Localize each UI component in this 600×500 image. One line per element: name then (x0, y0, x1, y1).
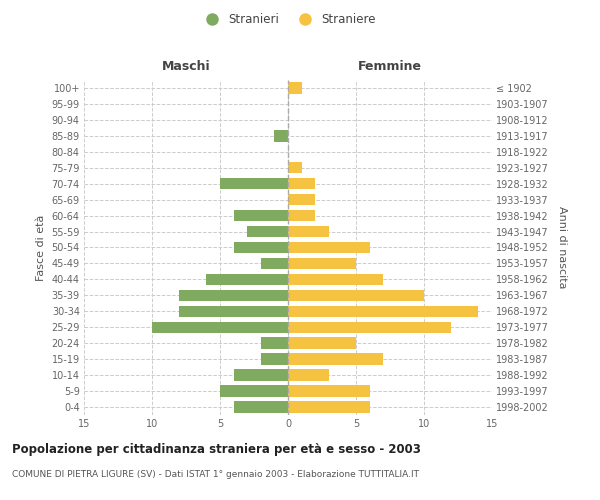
Bar (288, 354, 383, 365)
Text: Popolazione per cittadinanza straniera per età e sesso - 2003: Popolazione per cittadinanza straniera p… (12, 442, 421, 456)
Bar (233, 370, 288, 381)
Bar (288, 386, 370, 397)
Bar (247, 226, 288, 237)
Bar (288, 194, 315, 205)
Bar (274, 130, 288, 141)
Bar (288, 322, 451, 333)
Bar (288, 162, 302, 173)
Bar (233, 242, 288, 253)
Y-axis label: Fasce di età: Fasce di età (36, 214, 46, 280)
Bar (179, 290, 288, 301)
Bar (233, 402, 288, 413)
Bar (220, 386, 288, 397)
Bar (288, 402, 370, 413)
Bar (288, 306, 478, 317)
Bar (288, 370, 329, 381)
Bar (179, 306, 288, 317)
Bar (220, 178, 288, 190)
Bar (152, 322, 288, 333)
Bar (288, 242, 370, 253)
Bar (288, 178, 315, 190)
Bar (261, 338, 288, 349)
Bar (261, 354, 288, 365)
Text: COMUNE DI PIETRA LIGURE (SV) - Dati ISTAT 1° gennaio 2003 - Elaborazione TUTTITA: COMUNE DI PIETRA LIGURE (SV) - Dati ISTA… (12, 470, 419, 479)
Legend: Stranieri, Straniere: Stranieri, Straniere (195, 8, 381, 31)
Text: Maschi: Maschi (161, 60, 211, 72)
Bar (288, 226, 329, 237)
Bar (261, 258, 288, 269)
Bar (233, 210, 288, 222)
Bar (206, 274, 288, 285)
Bar (288, 258, 356, 269)
Y-axis label: Anni di nascita: Anni di nascita (557, 206, 568, 288)
Bar (288, 82, 302, 94)
Bar (288, 210, 315, 222)
Bar (288, 338, 356, 349)
Text: Femmine: Femmine (358, 60, 422, 72)
Bar (288, 274, 383, 285)
Bar (288, 290, 424, 301)
